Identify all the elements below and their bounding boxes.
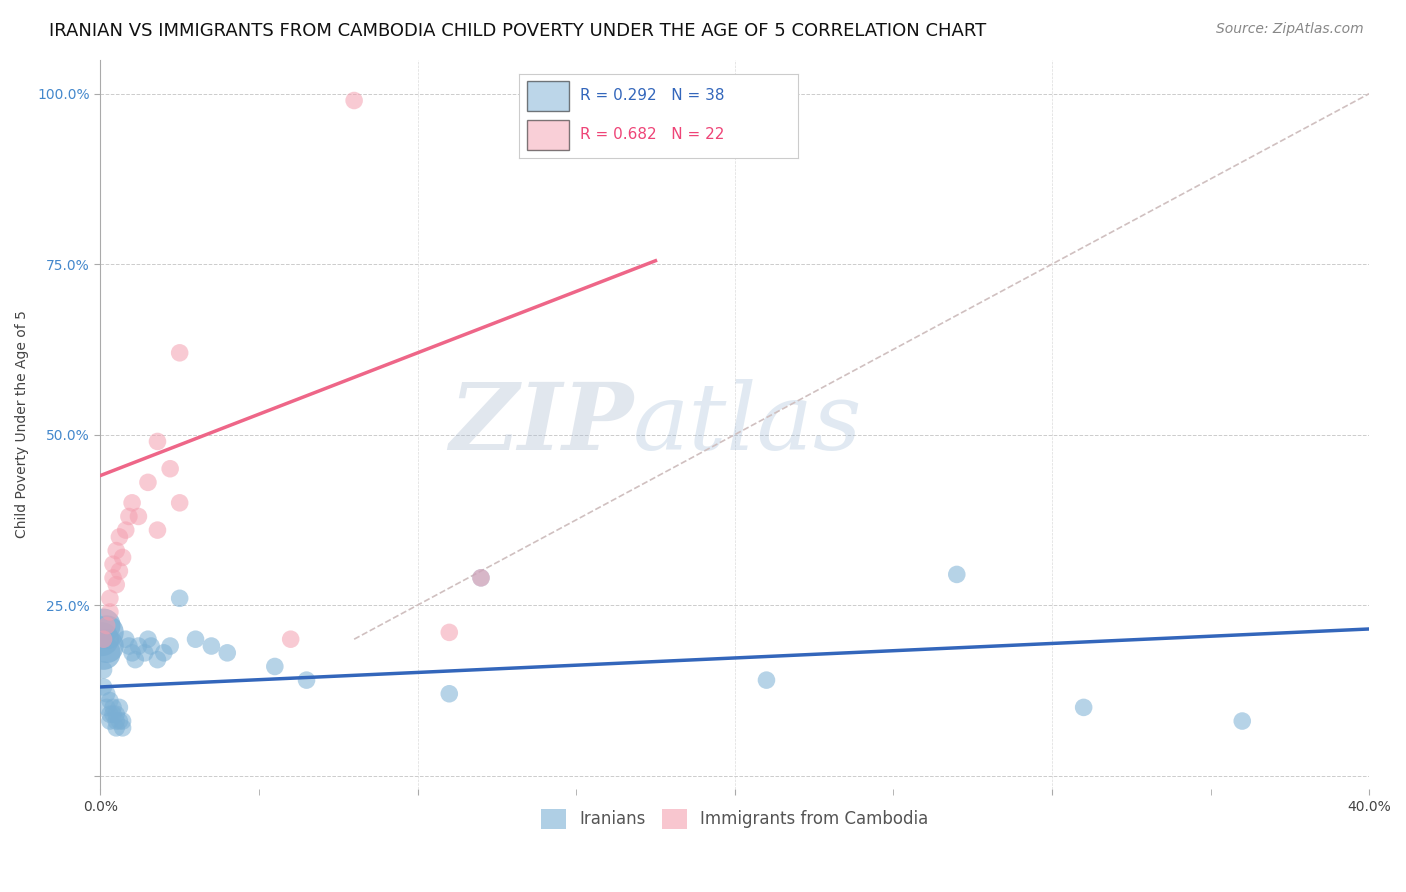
Point — [93, 646, 115, 660]
Point — [111, 550, 134, 565]
Point — [101, 707, 124, 722]
Point — [124, 653, 146, 667]
Point — [139, 639, 162, 653]
Point — [127, 509, 149, 524]
Point — [105, 577, 128, 591]
Point — [1073, 700, 1095, 714]
Point — [439, 687, 461, 701]
Point — [217, 646, 239, 660]
Point — [136, 632, 159, 647]
Point — [121, 646, 143, 660]
Point — [108, 564, 131, 578]
Point — [98, 591, 121, 606]
Point — [118, 639, 141, 653]
Text: Source: ZipAtlas.com: Source: ZipAtlas.com — [1216, 22, 1364, 37]
Point — [96, 618, 118, 632]
Point — [200, 639, 222, 653]
Point — [146, 653, 169, 667]
Point — [93, 632, 115, 647]
Point — [108, 714, 131, 728]
Text: ZIP: ZIP — [449, 379, 633, 469]
Point — [118, 509, 141, 524]
Point — [263, 659, 285, 673]
Point — [945, 567, 967, 582]
Point — [146, 434, 169, 449]
Point — [111, 721, 134, 735]
Point — [1232, 714, 1254, 728]
Point — [280, 632, 302, 647]
Point — [98, 693, 121, 707]
Point — [96, 687, 118, 701]
Point — [470, 571, 492, 585]
Point — [98, 605, 121, 619]
Point — [169, 346, 191, 360]
Y-axis label: Child Poverty Under the Age of 5: Child Poverty Under the Age of 5 — [15, 310, 30, 539]
Point — [159, 461, 181, 475]
Point — [93, 680, 115, 694]
Point — [105, 543, 128, 558]
Point — [169, 591, 191, 606]
Point — [105, 721, 128, 735]
Legend: Iranians, Immigrants from Cambodia: Iranians, Immigrants from Cambodia — [534, 802, 935, 836]
Text: IRANIAN VS IMMIGRANTS FROM CAMBODIA CHILD POVERTY UNDER THE AGE OF 5 CORRELATION: IRANIAN VS IMMIGRANTS FROM CAMBODIA CHIL… — [49, 22, 987, 40]
Point — [134, 646, 156, 660]
Point — [98, 707, 121, 722]
Point — [93, 663, 115, 677]
Point — [146, 523, 169, 537]
Point — [91, 632, 114, 647]
Point — [127, 639, 149, 653]
Point — [101, 571, 124, 585]
Point — [101, 558, 124, 572]
Point — [470, 571, 492, 585]
Point — [101, 700, 124, 714]
Point — [169, 496, 191, 510]
Point — [98, 714, 121, 728]
Point — [93, 618, 115, 632]
Point — [439, 625, 461, 640]
Point — [121, 496, 143, 510]
Point — [153, 646, 176, 660]
Point — [114, 632, 136, 647]
Point — [105, 707, 128, 722]
Point — [108, 530, 131, 544]
Point — [184, 632, 207, 647]
Point — [105, 714, 128, 728]
Point — [136, 475, 159, 490]
Point — [114, 523, 136, 537]
Point — [295, 673, 318, 687]
Point — [159, 639, 181, 653]
Point — [96, 639, 118, 653]
Point — [111, 714, 134, 728]
Text: atlas: atlas — [633, 379, 863, 469]
Point — [96, 700, 118, 714]
Point — [343, 94, 366, 108]
Point — [755, 673, 778, 687]
Point — [96, 625, 118, 640]
Point — [108, 700, 131, 714]
